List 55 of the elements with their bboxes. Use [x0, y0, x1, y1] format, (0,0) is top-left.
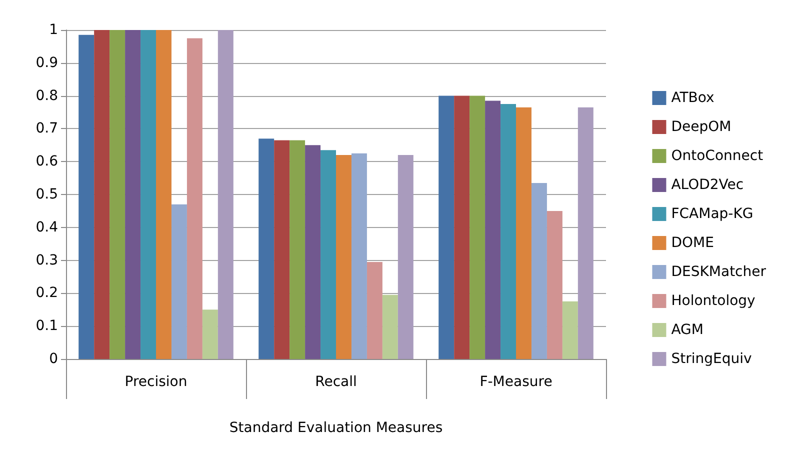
- bar: [516, 107, 532, 359]
- bar: [562, 301, 578, 359]
- bar: [156, 30, 172, 359]
- bar: [78, 34, 94, 359]
- bar: [320, 150, 336, 359]
- bar: [351, 153, 367, 359]
- bar: [110, 30, 126, 359]
- bar: [454, 96, 470, 359]
- y-tick-label: 1: [49, 22, 58, 38]
- bar: [94, 30, 110, 359]
- y-tick-label: 0.5: [36, 186, 58, 202]
- y-tick-label: 0.8: [36, 88, 58, 104]
- bar: [531, 182, 547, 359]
- bar: [438, 96, 454, 359]
- y-tick-label: 0.4: [36, 219, 58, 236]
- bar: [398, 155, 414, 359]
- legend-label: DESKMatcher: [671, 264, 766, 280]
- bar: [171, 204, 187, 359]
- legend-label: AGM: [671, 322, 704, 338]
- bar: [382, 294, 398, 359]
- bar: [218, 30, 234, 359]
- bar: [366, 262, 382, 359]
- x-tick-label: F-Measure: [480, 374, 552, 390]
- x-tick-label: Precision: [124, 374, 188, 390]
- x-tick-label: Recall: [315, 374, 357, 390]
- y-tick-label: 0.9: [36, 54, 58, 71]
- bar: [290, 140, 306, 359]
- x-axis-title: Standard Evaluation Measures: [229, 420, 443, 436]
- legend-label: ATBox: [671, 90, 714, 106]
- legend-label: StringEquiv: [671, 351, 752, 367]
- bar: [470, 96, 486, 359]
- legend-label: DeepOM: [671, 119, 732, 135]
- bar: [202, 310, 218, 359]
- y-tick-label: 0: [49, 351, 58, 367]
- legend-label: Holontology: [671, 293, 756, 309]
- bar: [546, 210, 562, 359]
- bar: [258, 138, 274, 359]
- legend-label: ALOD2Vec: [671, 177, 744, 193]
- bar: [485, 100, 501, 359]
- bar: [140, 30, 156, 359]
- y-tick-label: 0.1: [36, 318, 58, 334]
- bar: [186, 38, 202, 359]
- legend-label: FCAMap-KG: [671, 206, 754, 222]
- bar: [125, 30, 141, 359]
- bar: [305, 145, 321, 359]
- bar: [274, 140, 290, 359]
- y-tick-label: 0.2: [36, 285, 58, 302]
- bar: [336, 155, 352, 359]
- legend-label: OntoConnect: [671, 148, 764, 164]
- y-tick-label: 0.6: [36, 154, 58, 170]
- y-tick-label: 0.3: [36, 252, 58, 268]
- legend-label: DOME: [671, 235, 714, 251]
- y-tick-label: 0.7: [36, 120, 58, 137]
- bar: [578, 107, 594, 359]
- bar: [500, 104, 516, 359]
